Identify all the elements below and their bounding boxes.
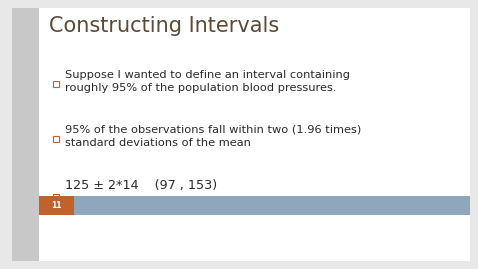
Text: 125 ± 2*14    (97 , 153): 125 ± 2*14 (97 , 153) [65,179,217,192]
Text: 95% of the observations fall within two (1.96 times): 95% of the observations fall within two … [65,125,361,135]
Text: 11: 11 [51,201,62,210]
Bar [53,81,59,87]
Text: roughly 95% of the population blood pressures.: roughly 95% of the population blood pres… [65,83,336,93]
Bar [39,196,74,215]
Text: Suppose I wanted to define an interval containing: Suppose I wanted to define an interval c… [65,70,349,80]
Bar [53,136,59,142]
Text: Constructing Intervals: Constructing Intervals [49,16,279,36]
Text: standard deviations of the mean: standard deviations of the mean [65,138,250,148]
Bar [74,196,470,215]
Bar [12,8,39,261]
Bar [53,194,59,200]
